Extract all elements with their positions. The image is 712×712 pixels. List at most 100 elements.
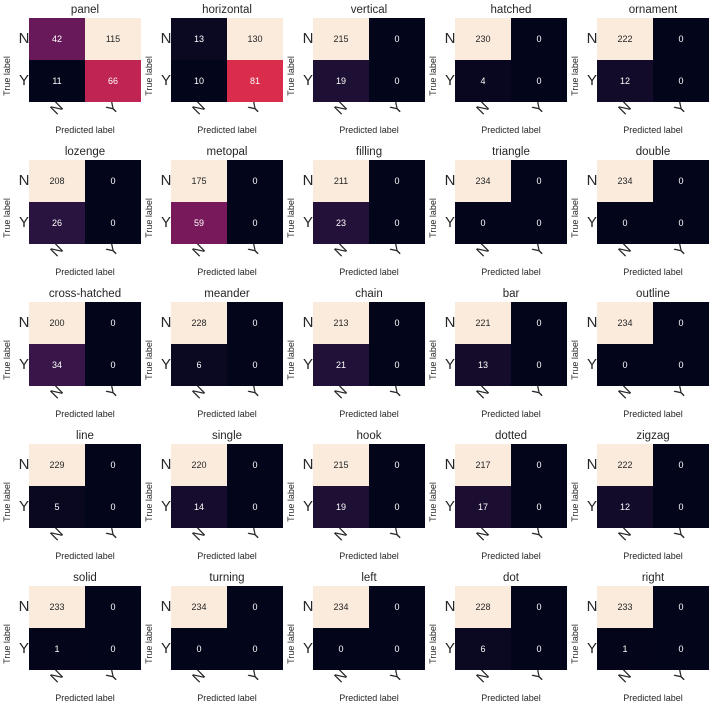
heatmap-cell: 4 <box>455 60 511 102</box>
y-tick-label: Y <box>444 356 455 373</box>
heatmap-cell: 59 <box>171 202 227 244</box>
heatmap-cell: 0 <box>369 160 425 202</box>
heatmap-cell: 0 <box>511 586 567 628</box>
chart-title: vertical <box>350 4 388 16</box>
y-axis-label: True label <box>426 472 440 532</box>
x-axis-label: Predicted label <box>339 267 399 277</box>
confusion-matrix-hook: hook True label N Y N Y Predicted label 215 0 19 0 <box>284 426 426 568</box>
chart-title: triangle <box>492 146 530 158</box>
chart-title: horizontal <box>202 4 252 16</box>
heatmap-cell: 10 <box>171 60 227 102</box>
heatmap-cell: 115 <box>85 18 141 60</box>
heatmap-cell: 0 <box>653 160 709 202</box>
y-tick-label: Y <box>18 640 29 657</box>
heatmap-cell: 208 <box>29 160 85 202</box>
y-tick-label: Y <box>302 498 313 515</box>
x-axis-label: Predicted label <box>197 125 257 135</box>
heatmap-cell: 233 <box>29 586 85 628</box>
y-axis-label: True label <box>426 614 440 674</box>
y-axis-label: True label <box>0 188 14 248</box>
y-axis-label-text: True label <box>2 482 12 522</box>
confusion-matrix-vertical: vertical True label N Y N Y Predicted label 215… <box>284 0 426 142</box>
y-axis-label-text: True label <box>428 340 438 380</box>
y-tick-label: N <box>586 30 598 47</box>
y-tick-label: N <box>302 314 314 331</box>
heatmap-cell: 0 <box>85 444 141 486</box>
confusion-matrix-bar: bar True label N Y N Y Predicted label 221 0 13 0 <box>426 284 568 426</box>
chart-title: meander <box>204 288 250 300</box>
y-axis-label: True label <box>142 330 156 390</box>
heatmap-cell: 0 <box>369 302 425 344</box>
y-tick-label: N <box>586 314 598 331</box>
confusion-matrix-zigzag: zigzag True label N Y N Y Predicted label 222 0 1… <box>568 426 710 568</box>
heatmap-cell: 12 <box>597 486 653 528</box>
chart-title: single <box>211 430 243 442</box>
confusion-matrix-filling: filling True label N Y N Y Predicted label 211 0… <box>284 142 426 284</box>
heatmap-cell: 233 <box>597 586 653 628</box>
heatmap-cell: 0 <box>369 202 425 244</box>
y-axis-label-text: True label <box>144 56 154 96</box>
y-axis-label-text: True label <box>144 340 154 380</box>
chart-title: left <box>361 572 377 584</box>
confusion-matrix-chain: chain True label N Y N Y Predicted label 213 0 21… <box>284 284 426 426</box>
y-axis-label-text: True label <box>286 340 296 380</box>
heatmap-cell: 234 <box>597 160 653 202</box>
heatmap-cell: 0 <box>653 486 709 528</box>
heatmap-cell: 0 <box>653 628 709 670</box>
heatmap-cell: 215 <box>313 18 369 60</box>
heatmap-cell: 0 <box>227 302 283 344</box>
y-axis-label: True label <box>568 472 582 532</box>
x-axis-label: Predicted label <box>55 551 115 561</box>
y-axis-label: True label <box>568 188 582 248</box>
heatmap-cell: 34 <box>29 344 85 386</box>
y-axis-label: True label <box>0 330 14 390</box>
x-axis-label: Predicted label <box>623 551 683 561</box>
y-tick-label: N <box>160 456 172 473</box>
chart-title: metopal <box>206 146 248 158</box>
heatmap-cell: 0 <box>227 160 283 202</box>
y-axis-label: True label <box>142 614 156 674</box>
chart-title: solid <box>73 572 97 584</box>
confusion-matrix-dotted: dotted True label N Y N Y Predicted label 217 0 1… <box>426 426 568 568</box>
confusion-matrix-hatched: hatched True label N Y N Y Predicted label 230 0… <box>426 0 568 142</box>
y-axis-label: True label <box>568 614 582 674</box>
x-axis-label: Predicted label <box>197 267 257 277</box>
chart-title: filling <box>355 146 383 158</box>
y-tick-label: N <box>18 30 30 47</box>
y-axis-label: True label <box>568 330 582 390</box>
confusion-matrix-outline: outline True label N Y N Y Predicted label 234 0… <box>568 284 710 426</box>
heatmap-cell: 23 <box>313 202 369 244</box>
chart-title: ornament <box>628 4 678 16</box>
y-axis-label-text: True label <box>2 56 12 96</box>
y-tick-label: Y <box>160 214 171 231</box>
y-tick-label: N <box>586 598 598 615</box>
heatmap-cell: 0 <box>511 344 567 386</box>
chart-title: dot <box>503 572 519 584</box>
heatmap-cell: 0 <box>369 18 425 60</box>
y-tick-label: N <box>160 598 172 615</box>
x-axis-label: Predicted label <box>55 693 115 703</box>
y-axis-label: True label <box>568 46 582 106</box>
y-axis-label-text: True label <box>570 56 580 96</box>
heatmap-cell: 0 <box>653 302 709 344</box>
y-tick-label: Y <box>586 498 597 515</box>
y-tick-label: N <box>444 314 456 331</box>
confusion-matrix-metopal: metopal True label N Y N Y Predicted label 175 0… <box>142 142 284 284</box>
y-tick-label: Y <box>160 72 171 89</box>
y-axis-label: True label <box>142 472 156 532</box>
y-axis-label-text: True label <box>428 482 438 522</box>
y-tick-label: N <box>444 598 456 615</box>
y-tick-label: Y <box>18 498 29 515</box>
chart-title: cross-hatched <box>48 288 122 300</box>
heatmap-cell: 6 <box>171 344 227 386</box>
heatmap-cell: 0 <box>511 60 567 102</box>
chart-title: lozenge <box>64 146 106 158</box>
y-axis-label: True label <box>426 46 440 106</box>
confusion-matrix-double: double True label N Y N Y Predicted label 234 0 0… <box>568 142 710 284</box>
heatmap-cell: 13 <box>171 18 227 60</box>
y-tick-label: N <box>18 598 30 615</box>
y-tick-label: N <box>160 314 172 331</box>
x-axis-label: Predicted label <box>481 409 541 419</box>
heatmap-cell: 0 <box>227 628 283 670</box>
